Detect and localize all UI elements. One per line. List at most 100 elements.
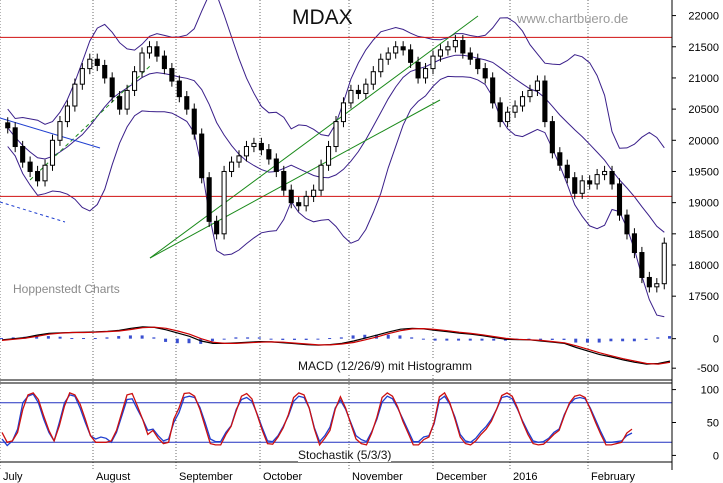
stochastic-tick-label: 50 bbox=[707, 418, 719, 430]
axes bbox=[0, 0, 673, 470]
histogram-bar bbox=[632, 338, 636, 342]
candle-body bbox=[109, 77, 115, 98]
candle-body bbox=[199, 133, 205, 179]
candle-body bbox=[400, 46, 406, 51]
histogram-bar bbox=[187, 338, 191, 344]
candle-body bbox=[12, 127, 18, 148]
histogram-bar bbox=[656, 337, 660, 339]
candle-body bbox=[661, 242, 667, 285]
candle-body bbox=[266, 149, 272, 160]
candle-body bbox=[363, 83, 369, 95]
stochastic-tick-label: 0 bbox=[713, 450, 719, 462]
macd-tick-label: -500 bbox=[697, 363, 719, 375]
candle-body bbox=[49, 139, 56, 166]
candle-body bbox=[602, 170, 608, 176]
candle-body bbox=[415, 61, 421, 79]
price-tick-label: 21000 bbox=[688, 73, 719, 85]
histogram-bar bbox=[292, 338, 296, 340]
histogram-bar bbox=[351, 335, 355, 339]
candle-body bbox=[64, 105, 70, 123]
candle-body bbox=[490, 77, 496, 104]
month-tick-label: February bbox=[591, 471, 636, 483]
histogram-bar bbox=[621, 338, 625, 342]
histogram-bar bbox=[644, 338, 648, 340]
price-tick-label: 21500 bbox=[688, 42, 719, 54]
histogram-bar bbox=[234, 337, 238, 339]
histogram-bar bbox=[668, 336, 671, 339]
histogram-bar bbox=[585, 338, 589, 343]
price-tick-label: 18000 bbox=[688, 260, 719, 272]
trend-line bbox=[149, 99, 441, 259]
macd-tick-label: 0 bbox=[713, 334, 719, 346]
candle-body bbox=[57, 121, 63, 141]
candle-body bbox=[609, 170, 615, 185]
month-tick-label: December bbox=[436, 471, 487, 483]
month-tick-label: November bbox=[352, 471, 403, 483]
macd-lines bbox=[1, 326, 671, 365]
candle-body bbox=[303, 195, 309, 207]
candle-body bbox=[519, 96, 526, 107]
candle-body bbox=[273, 158, 279, 172]
candle-body bbox=[139, 52, 145, 73]
candle-body bbox=[587, 180, 593, 185]
histogram-bar bbox=[597, 338, 601, 343]
macd-histogram bbox=[0, 334, 671, 344]
candle-body bbox=[549, 121, 555, 154]
candle-body bbox=[124, 89, 130, 110]
candle-body bbox=[35, 170, 41, 182]
y-tick-labels: 22000 21500 21000 20500 20000 19500 19000 18500… bbox=[672, 11, 719, 462]
stochastic-lines bbox=[0, 391, 672, 447]
candlesticks bbox=[5, 34, 667, 293]
bollinger-bands bbox=[7, 0, 665, 318]
candle-body bbox=[639, 252, 645, 278]
bollinger-middle-band bbox=[7, 54, 665, 233]
candle-body bbox=[281, 170, 287, 191]
candle-body bbox=[631, 233, 637, 254]
histogram-bar bbox=[11, 337, 15, 339]
histogram-bar bbox=[421, 338, 425, 340]
candle-body bbox=[445, 46, 451, 51]
candle-body bbox=[27, 161, 33, 172]
price-tick-label: 19000 bbox=[688, 198, 719, 210]
histogram-bar bbox=[316, 338, 320, 340]
histogram-bar bbox=[35, 336, 39, 339]
histogram-bar bbox=[281, 338, 285, 340]
price-tick-label: 22000 bbox=[688, 11, 719, 23]
candle-body bbox=[206, 177, 212, 222]
candle-body bbox=[228, 161, 235, 172]
histogram-bar bbox=[117, 336, 121, 339]
candle-body bbox=[579, 180, 585, 194]
month-tick-label: 2016 bbox=[513, 471, 537, 483]
histogram-bar bbox=[550, 338, 554, 340]
histogram-bar bbox=[0, 338, 3, 340]
macd-signal-line bbox=[1, 326, 671, 365]
histogram-bar bbox=[140, 335, 144, 339]
stochastic-tick-label: 100 bbox=[701, 385, 719, 397]
trend-lines bbox=[0, 15, 479, 259]
candle-body bbox=[5, 122, 11, 129]
candle-body bbox=[161, 55, 167, 70]
histogram-bar bbox=[445, 338, 449, 341]
candle-body bbox=[318, 164, 324, 191]
histogram-bar bbox=[70, 338, 74, 340]
price-tick-label: 17500 bbox=[688, 291, 719, 303]
chart-title: MDAX bbox=[292, 6, 353, 29]
candle-body bbox=[258, 142, 264, 151]
candle-body bbox=[311, 189, 317, 197]
histogram-bar bbox=[328, 338, 332, 340]
horizontal-resistance-lines bbox=[0, 36, 672, 197]
candle-body bbox=[564, 164, 570, 179]
histogram-bar bbox=[46, 336, 50, 339]
candle-body bbox=[422, 68, 429, 79]
macd-panel-label: MACD (12/26/9) mit Histogramm bbox=[298, 359, 473, 373]
candle-body bbox=[20, 146, 26, 163]
candle-body bbox=[497, 102, 503, 123]
candle-body bbox=[154, 46, 160, 57]
candle-body bbox=[325, 146, 332, 166]
candle-body bbox=[654, 283, 660, 288]
candle-body bbox=[534, 80, 540, 91]
candle-body bbox=[467, 52, 473, 60]
candle-body bbox=[79, 68, 85, 85]
candle-body bbox=[296, 202, 302, 207]
candle-body bbox=[184, 96, 190, 110]
